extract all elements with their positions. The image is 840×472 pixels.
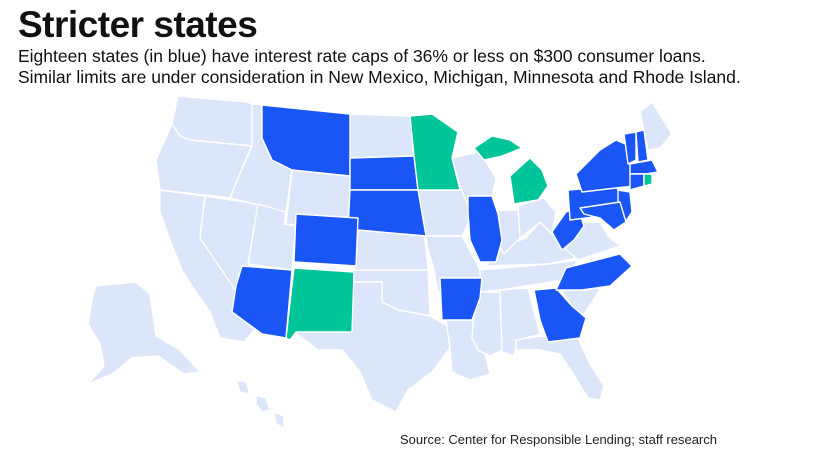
states-layer [87, 95, 673, 429]
state-ohio [517, 197, 557, 239]
state-vermont [623, 131, 637, 165]
subtitle-line-1: Eighteen states (in blue) have interest … [18, 46, 706, 66]
state-michigan-lower [509, 157, 549, 205]
state-michigan-upper [473, 135, 523, 161]
source-note: Source: Center for Responsible Lending; … [400, 432, 717, 447]
state-rhode-island [643, 173, 653, 187]
state-georgia [533, 287, 587, 343]
state-north-dakota [349, 113, 415, 159]
state-minnesota [409, 113, 461, 191]
state-illinois [467, 195, 503, 263]
state-massachusetts [629, 159, 659, 175]
state-south-dakota [349, 155, 419, 191]
state-florida [515, 335, 605, 401]
map-subtitle: Eighteen states (in blue) have interest … [18, 46, 828, 88]
state-hawaii [235, 379, 285, 429]
state-colorado [293, 213, 359, 267]
state-new-hampshire [635, 129, 649, 163]
state-maryland [579, 201, 627, 231]
state-north-carolina [555, 253, 633, 291]
subtitle-line-2: Similar limits are under consideration i… [18, 67, 741, 87]
state-alaska [87, 281, 201, 385]
map-title: Stricter states [18, 4, 258, 45]
state-arkansas [439, 277, 483, 321]
state-montana [251, 103, 351, 177]
state-connecticut [629, 173, 645, 191]
state-kansas [353, 229, 429, 271]
state-new-mexico [285, 267, 355, 341]
state-nebraska [347, 189, 427, 237]
state-arizona [231, 265, 293, 339]
